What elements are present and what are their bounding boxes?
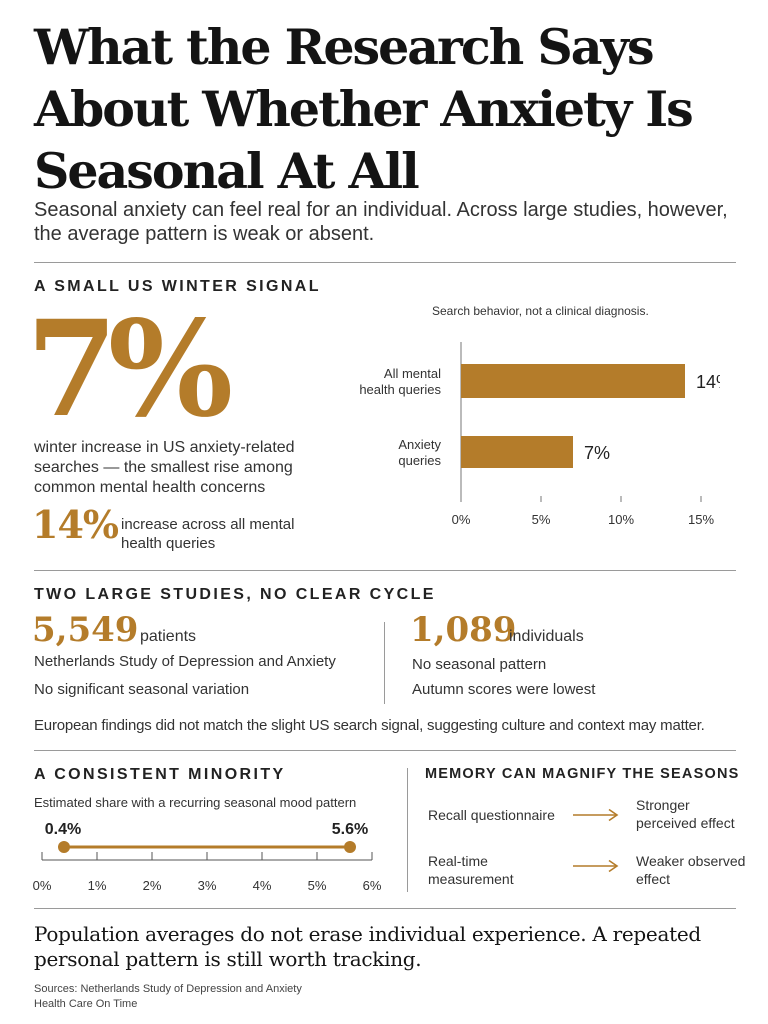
big-stat-7-percent: 7%	[26, 292, 233, 447]
bar-chart-note: Search behavior, not a clinical diagnosi…	[432, 304, 649, 318]
page-subtitle: Seasonal anxiety can feel real for an in…	[34, 199, 728, 245]
memory-result-stronger: Stronger perceived effect	[636, 797, 735, 831]
range-tick-label: 2%	[143, 878, 162, 893]
study1-unit: patients	[140, 628, 197, 645]
section-heading-us-winter: A SMALL US WINTER SIGNAL	[34, 278, 321, 295]
arrow-right-icon	[573, 859, 619, 873]
divider-3	[34, 750, 736, 751]
memory-result-weaker: Weaker observed effect	[636, 853, 746, 887]
range-tick-label: 0%	[33, 878, 52, 893]
divider-1	[34, 262, 736, 263]
small-stat-description: increase across all mental health querie…	[121, 516, 295, 552]
range-tick-label: 3%	[198, 878, 217, 893]
section-divider-vertical	[407, 768, 408, 892]
bar-value-label: 14%	[696, 372, 720, 392]
small-stat-14-percent: 14%	[32, 502, 119, 547]
european-findings-note: European findings did not match the slig…	[34, 717, 705, 734]
range-high-label: 5.6%	[332, 821, 368, 838]
sources-line-1: Sources: Netherlands Study of Depression…	[34, 983, 302, 995]
sources: Sources: Netherlands Study of Depression…	[34, 982, 302, 1012]
x-tick-label: 10%	[608, 512, 634, 527]
x-tick-label: 0%	[452, 512, 471, 527]
bar-1	[461, 436, 573, 468]
study-divider	[384, 622, 385, 704]
memory-method-realtime: Real-time measurement	[428, 853, 514, 887]
bar-category-label: Anxiety	[398, 437, 441, 452]
bar-value-label: 7%	[584, 443, 610, 463]
study2-unit: individuals	[509, 628, 584, 645]
range-tick-label: 1%	[88, 878, 107, 893]
range-high-dot	[344, 841, 356, 853]
study1-name: Netherlands Study of Depression and Anxi…	[34, 653, 336, 670]
study2-finding: Autumn scores were lowest	[412, 681, 596, 698]
minority-range-chart: 0% 1% 2% 3% 4% 5% 6% 0.4% 5.6%	[33, 821, 382, 893]
section-heading-memory: MEMORY CAN MAGNIFY THE SEASONS	[425, 766, 740, 782]
range-tick-label: 4%	[253, 878, 272, 893]
bar-category-label: health queries	[359, 382, 441, 397]
memory-method-recall: Recall questionnaire	[428, 807, 555, 823]
divider-4	[34, 908, 736, 909]
bar-category-label: All mental	[384, 366, 441, 381]
range-chart-note: Estimated share with a recurring seasona…	[34, 795, 357, 810]
study2-count: 1,089	[410, 610, 517, 650]
study1-finding: No significant seasonal variation	[34, 681, 250, 698]
bar-category-label: queries	[398, 453, 441, 468]
big-stat-description: winter increase in US anxiety-related se…	[34, 439, 295, 496]
x-tick-label: 15%	[688, 512, 714, 527]
sources-line-2: Health Care On Time	[34, 998, 138, 1010]
x-tick-label: 5%	[532, 512, 551, 527]
range-tick-label: 6%	[363, 878, 382, 893]
section-heading-two-studies: TWO LARGE STUDIES, NO CLEAR CYCLE	[34, 586, 436, 603]
footer-statement: Population averages do not erase individ…	[34, 922, 701, 971]
page-title: What the Research Says About Whether Anx…	[34, 18, 694, 200]
divider-2	[34, 570, 736, 571]
arrow-right-icon	[573, 808, 619, 822]
section-heading-minority: A CONSISTENT MINORITY	[34, 766, 286, 783]
bar-0	[461, 364, 685, 398]
range-tick-label: 5%	[308, 878, 327, 893]
study2-name: No seasonal pattern	[412, 656, 547, 673]
study1-count: 5,549	[32, 610, 139, 650]
range-low-label: 0.4%	[45, 821, 81, 838]
range-low-dot	[58, 841, 70, 853]
